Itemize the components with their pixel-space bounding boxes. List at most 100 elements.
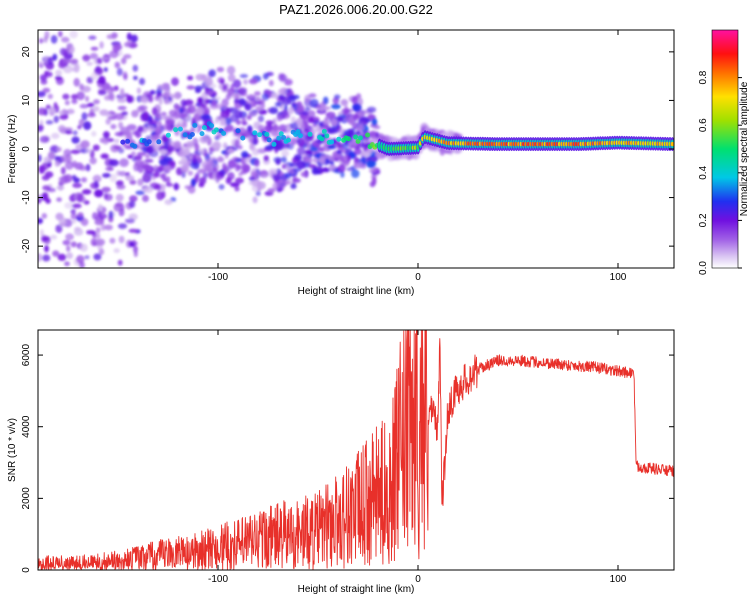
y-tick-label: 4000: [21, 415, 32, 438]
spectrogram-cell: [341, 108, 351, 114]
spectrogram-cell: [347, 117, 355, 125]
spectrogram-cell: [104, 193, 113, 201]
spectrogram-cell: [290, 116, 296, 123]
spectrogram-cell: [99, 41, 104, 49]
spectrogram-cell: [226, 65, 236, 75]
spectrogram-cell: [290, 137, 298, 145]
y-tick-label: 0: [21, 567, 32, 573]
spectrogram-cell: [114, 85, 119, 91]
spectrogram-cell: [294, 153, 303, 161]
spectrogram-cell: [160, 111, 167, 117]
spectrogram-cell: [241, 117, 247, 125]
spectrogram-ridge-blob: [297, 133, 303, 139]
spectrogram-cell: [159, 159, 170, 167]
spectrogram-cell: [105, 118, 111, 125]
spectrogram-cell: [52, 250, 60, 257]
spectrogram-cell: [80, 218, 89, 227]
spectrogram-cell: [105, 166, 114, 171]
spectrogram-cell: [276, 142, 284, 151]
spectrogram-cell: [92, 106, 100, 112]
spectrogram-cell: [104, 224, 113, 231]
spectrogram-cell: [64, 261, 70, 267]
x-tick-label: -100: [208, 272, 228, 283]
spectrogram-cell: [38, 91, 46, 98]
spectrogram-cell: [340, 171, 345, 178]
spectrogram-cell: [60, 166, 66, 175]
spectrogram-cell: [53, 115, 59, 124]
spectrogram-cell: [63, 64, 73, 74]
spectrogram-cell: [318, 102, 325, 112]
spectrogram-cell: [258, 116, 263, 122]
spectrogram-cell: [185, 140, 195, 150]
spectrogram-cell: [277, 179, 288, 188]
spectrogram-cell: [289, 162, 299, 168]
spectrogram-cell: [366, 106, 377, 113]
spectrogram-cell: [80, 140, 90, 149]
spectrogram-cell: [182, 119, 188, 129]
spectrogram-cell: [244, 103, 252, 111]
spectrogram-cell: [102, 173, 111, 178]
spectrogram-cell: [187, 170, 194, 176]
spectrogram-cell: [353, 162, 364, 169]
snr-frame: [37, 329, 675, 571]
spectrogram-cell: [129, 179, 137, 185]
spectrogram-cell: [71, 203, 82, 209]
spectrogram-cell: [202, 172, 208, 179]
spectrogram-cell: [181, 171, 186, 178]
spectrogram-cell: [192, 154, 197, 163]
spectrogram-cell: [100, 223, 106, 231]
spectrogram-cell: [197, 97, 204, 104]
spectrogram-cell: [205, 77, 213, 86]
spectrogram-ridge-blob: [132, 143, 138, 149]
spectrogram-cell: [224, 150, 229, 159]
spectrogram-cell: [262, 73, 269, 80]
spectrogram-cell: [92, 144, 100, 151]
spectrogram-cell: [77, 212, 84, 218]
spectrogram-ridge-blob: [252, 130, 258, 136]
spectrogram-cell: [149, 182, 160, 190]
colorbar-tick-label: 0.8: [698, 70, 709, 84]
spectrogram-cell: [163, 166, 172, 174]
spectrogram-cell: [233, 98, 240, 104]
spectrogram-cell: [98, 75, 106, 85]
spectrogram-cell: [115, 180, 124, 187]
spectrogram-cell: [70, 58, 79, 65]
spectrogram-cell: [134, 155, 143, 161]
spectrogram-cell: [122, 71, 128, 79]
spectrogram-cell: [117, 97, 127, 104]
spectrogram-cell: [255, 96, 261, 102]
spectrogram-cell: [300, 171, 308, 177]
spectrogram-cell: [187, 185, 196, 194]
spectrogram-cell: [142, 173, 151, 182]
spectrogram-cell: [370, 157, 379, 162]
spectrogram-cell: [204, 98, 209, 105]
spectrogram-cell: [80, 177, 88, 183]
spectrogram-cell: [132, 64, 139, 72]
spectrogram-cell: [366, 148, 373, 153]
spectrogram-ridge-blob: [199, 131, 205, 137]
spectrogram-cell: [322, 96, 329, 105]
spectrogram-cell: [269, 106, 279, 114]
spectrogram-cell: [165, 176, 171, 185]
spectrogram-cell: [151, 107, 158, 116]
spectrogram-cell: [353, 148, 363, 156]
spectrogram-cell: [352, 103, 362, 112]
spectrogram-ridge-blob: [240, 135, 246, 141]
spectrogram-cell: [215, 171, 225, 180]
spectrogram-cell: [248, 181, 259, 186]
spectrogram-cell: [127, 154, 133, 159]
spectrogram-cell: [311, 166, 319, 175]
spectrogram-cell: [360, 142, 365, 149]
spectrogram-cell: [108, 210, 114, 219]
spectrogram-cell: [238, 86, 248, 94]
spectrogram-cell: [93, 180, 99, 189]
spectrogram-cell: [274, 101, 283, 108]
spectrogram-cell: [254, 91, 261, 96]
spectrogram-cell: [134, 160, 145, 168]
spectrogram-cell: [292, 178, 301, 183]
spectrogram-cell: [58, 30, 63, 38]
spectrogram-cell: [211, 99, 217, 107]
spectrogram-cell: [161, 92, 170, 100]
spectrogram-cell: [85, 163, 91, 172]
spectrogram-cell: [123, 54, 132, 59]
